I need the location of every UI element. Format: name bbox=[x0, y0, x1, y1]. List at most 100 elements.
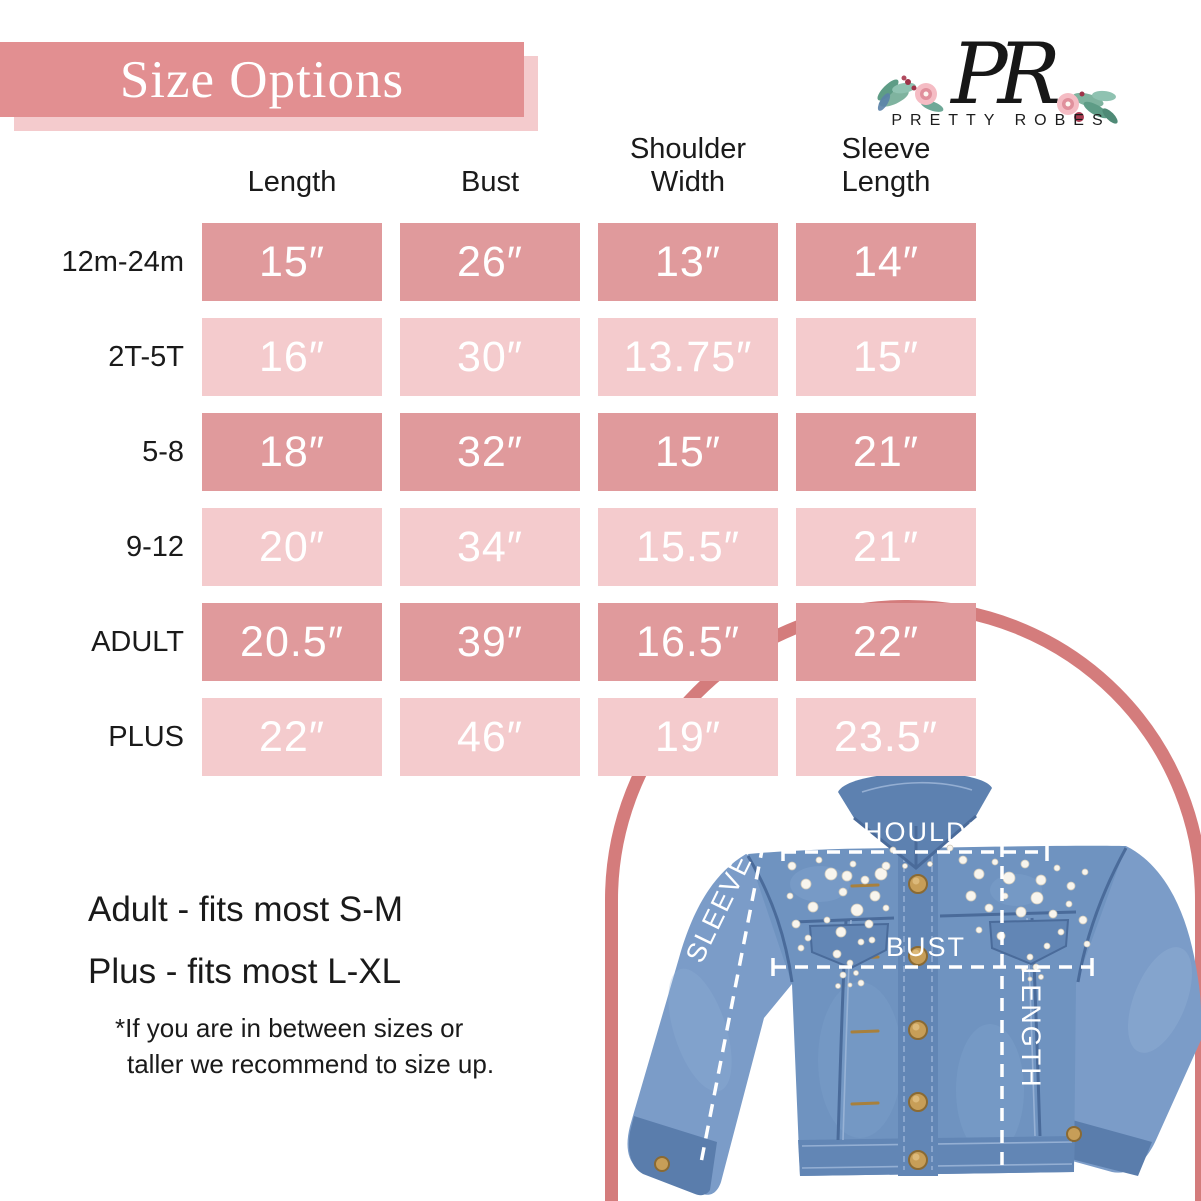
pearl bbox=[832, 949, 842, 959]
pearl bbox=[823, 916, 831, 924]
pearl bbox=[1030, 891, 1044, 905]
jacket-chest-pockets bbox=[808, 918, 1070, 970]
pearl bbox=[874, 867, 888, 881]
size-cell: 13″ bbox=[598, 223, 778, 301]
row-label: 5-8 bbox=[142, 435, 184, 468]
pearl bbox=[791, 919, 801, 929]
pearl bbox=[1065, 900, 1073, 908]
size-cell: 34″ bbox=[400, 508, 580, 586]
fit-note-adult: Adult - fits most S-M bbox=[88, 890, 404, 929]
size-cell: 39″ bbox=[400, 603, 580, 681]
logo-wordmark: PRETTY ROBES bbox=[891, 112, 1111, 129]
bust-label: BUST bbox=[886, 932, 966, 962]
pearl-embellishments bbox=[786, 844, 1091, 989]
pearl bbox=[787, 861, 797, 871]
size-cell: 15″ bbox=[202, 223, 382, 301]
pearl bbox=[1081, 868, 1089, 876]
sleeve-measure-line bbox=[698, 844, 765, 1169]
pearl bbox=[1026, 953, 1034, 961]
size-cell: 23.5″ bbox=[796, 698, 976, 776]
pearl bbox=[846, 959, 854, 967]
size-cell: 13.75″ bbox=[598, 318, 778, 396]
pearl bbox=[1015, 906, 1027, 918]
row-label: 9-12 bbox=[125, 530, 184, 563]
pearl bbox=[838, 887, 848, 897]
column-header-sleeve-length: Sleeve Length bbox=[841, 133, 931, 198]
pearl bbox=[881, 861, 891, 871]
fit-note-plus: Plus - fits most L-XL bbox=[88, 952, 402, 991]
logo-flowers-left-icon bbox=[877, 75, 944, 112]
pearl bbox=[1020, 859, 1030, 869]
pearl bbox=[824, 867, 838, 881]
size-cell: 15.5″ bbox=[598, 508, 778, 586]
size-cell: 20.5″ bbox=[202, 603, 382, 681]
pearl bbox=[797, 944, 805, 952]
pearl bbox=[869, 890, 881, 902]
row-label: 12m-24m bbox=[61, 245, 185, 278]
size-cell: 32″ bbox=[400, 413, 580, 491]
brand-logo: PR PRETTY ROBES bbox=[836, 30, 1166, 140]
shoulder-label: SHOULDER bbox=[843, 817, 1009, 847]
pearl bbox=[1038, 974, 1044, 980]
size-cell: 21″ bbox=[796, 508, 976, 586]
pearl bbox=[807, 901, 819, 913]
disclaimer-line-1: *If you are in between sizes or bbox=[115, 1013, 464, 1043]
column-header-bust: Bust bbox=[460, 165, 520, 198]
pearl bbox=[1027, 976, 1033, 982]
size-table: Length Bust Shoulder Width Sleeve Length… bbox=[60, 133, 976, 776]
pearl bbox=[835, 983, 841, 989]
size-cell: 22″ bbox=[796, 603, 976, 681]
pearl bbox=[857, 979, 865, 987]
jacket-left-cuff bbox=[628, 1116, 717, 1196]
pearl bbox=[1043, 942, 1051, 950]
pearl bbox=[1053, 864, 1061, 872]
size-cell: 30″ bbox=[400, 318, 580, 396]
pearl bbox=[850, 903, 864, 917]
jacket-buttons bbox=[654, 874, 1082, 1172]
pearl bbox=[975, 926, 983, 934]
size-cell: 18″ bbox=[202, 413, 382, 491]
pearl bbox=[1057, 928, 1065, 936]
pearl bbox=[786, 892, 794, 900]
size-cell: 19″ bbox=[598, 698, 778, 776]
logo-flowers-right-icon bbox=[1057, 90, 1118, 124]
row-label: 2T-5T bbox=[108, 340, 184, 373]
fit-notes: Adult - fits most S-M Plus - fits most L… bbox=[88, 890, 494, 1083]
column-header-shoulder-width: Shoulder Width bbox=[629, 133, 747, 198]
size-cell: 26″ bbox=[400, 223, 580, 301]
pearl bbox=[1083, 940, 1091, 948]
pearl bbox=[868, 936, 876, 944]
size-cell: 21″ bbox=[796, 413, 976, 491]
pearl bbox=[853, 970, 859, 976]
pearl bbox=[1078, 915, 1088, 925]
pearl bbox=[991, 858, 999, 866]
pearl bbox=[973, 868, 985, 880]
pearl bbox=[1002, 871, 1016, 885]
pearl bbox=[804, 934, 812, 942]
pearl bbox=[847, 982, 853, 988]
pearl bbox=[984, 903, 994, 913]
disclaimer-line-2: taller we recommend to size up. bbox=[127, 1049, 495, 1080]
pearl bbox=[839, 971, 847, 979]
jacket-left-sleeve bbox=[627, 854, 792, 1195]
size-cell: 46″ bbox=[400, 698, 580, 776]
size-cell: 16.5″ bbox=[598, 603, 778, 681]
size-cell: 22″ bbox=[202, 698, 382, 776]
row-label: ADULT bbox=[91, 625, 184, 658]
page-title: Size Options bbox=[119, 50, 405, 109]
size-cell: 15″ bbox=[796, 318, 976, 396]
pearl bbox=[965, 890, 977, 902]
row-label: PLUS bbox=[108, 720, 184, 753]
pearl bbox=[815, 856, 823, 864]
title-banner: Size Options bbox=[0, 42, 524, 117]
pearl bbox=[1066, 881, 1076, 891]
pearl bbox=[800, 878, 812, 890]
length-label: LENGTH bbox=[1016, 967, 1046, 1089]
pearl bbox=[1048, 909, 1058, 919]
pearl bbox=[835, 926, 847, 938]
denim-jacket-diagram: SHOULDER BUST LENGTH SLEEVE bbox=[627, 772, 1201, 1196]
size-cell: 15″ bbox=[598, 413, 778, 491]
size-cell: 16″ bbox=[202, 318, 382, 396]
logo-monogram: PR bbox=[951, 25, 1061, 123]
